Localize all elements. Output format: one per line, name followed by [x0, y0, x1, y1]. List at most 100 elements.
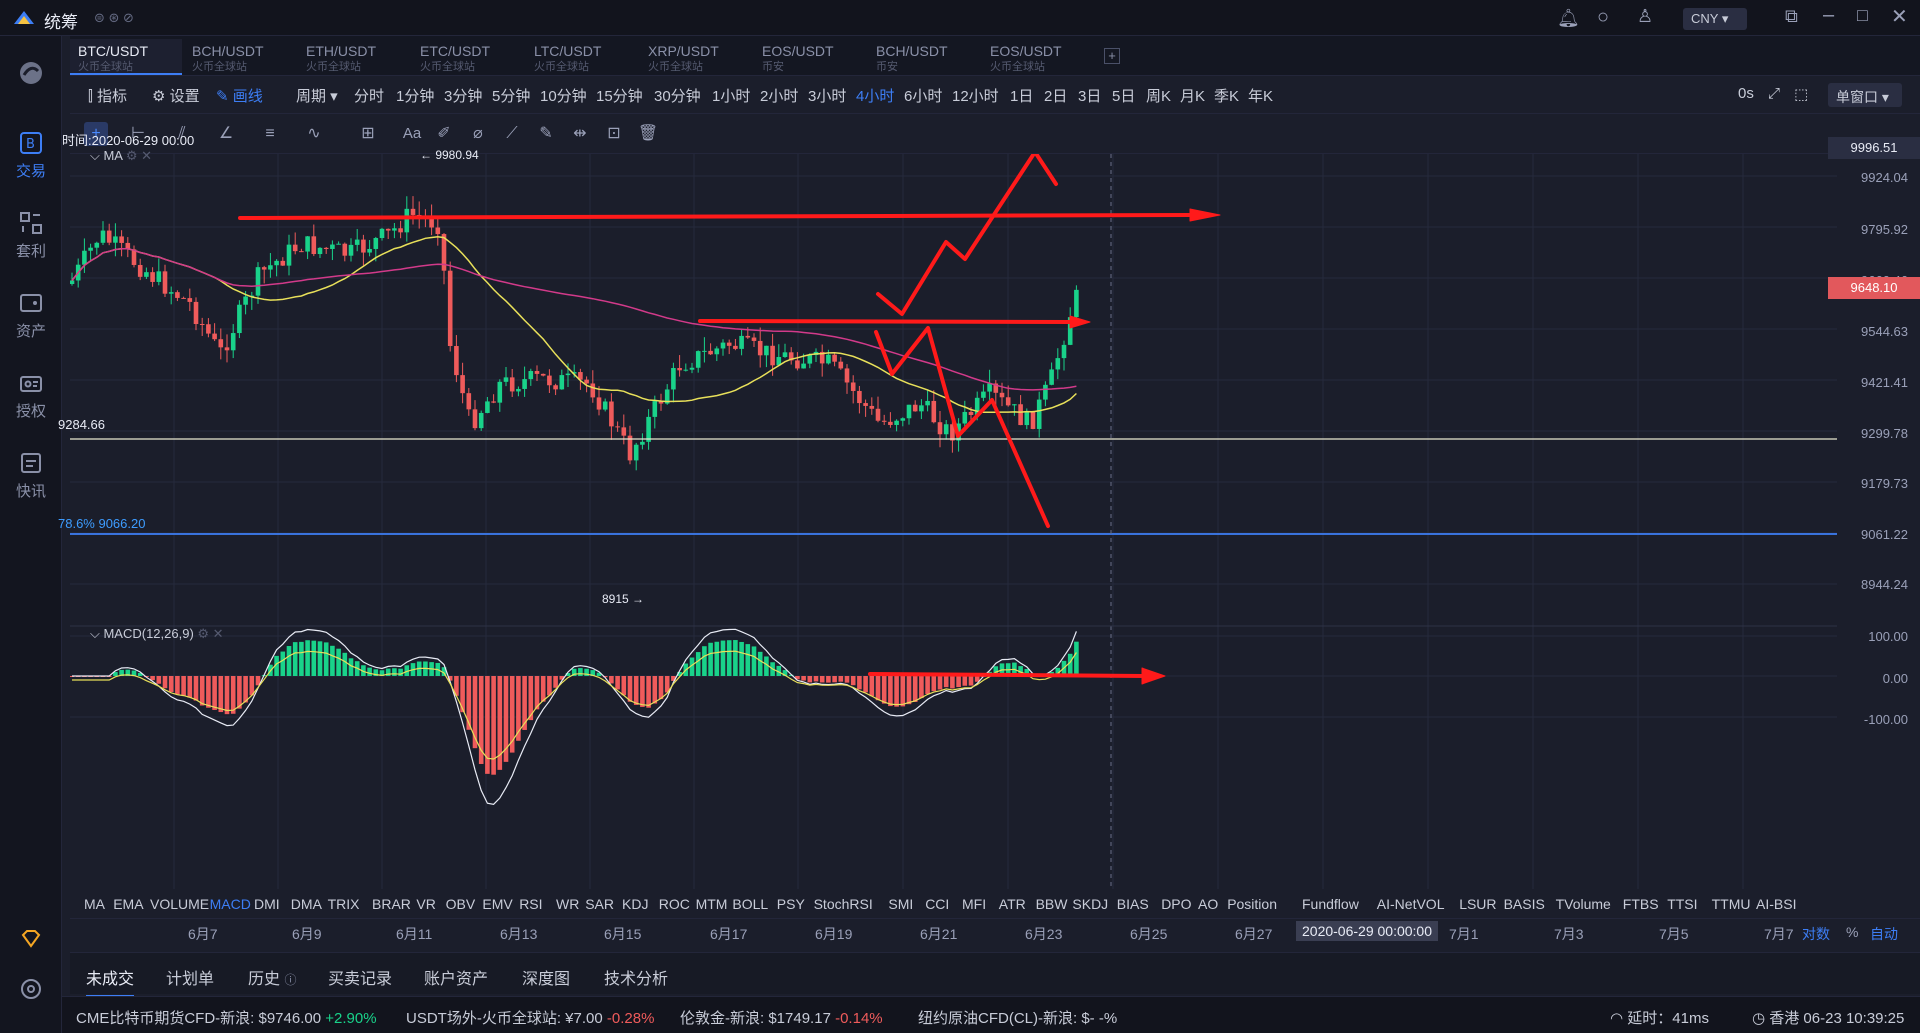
indicator-vr[interactable]: VR: [416, 896, 436, 912]
screenshot-icon[interactable]: ⬚: [1794, 86, 1809, 103]
period-item[interactable]: 15分钟: [596, 88, 643, 105]
tab-trade-records[interactable]: 买卖记录: [328, 971, 393, 988]
indicator-ema[interactable]: EMA: [113, 896, 144, 912]
indicator-obv[interactable]: OBV: [445, 896, 476, 912]
close-icon[interactable]: ✕: [1891, 6, 1908, 28]
period-item[interactable]: 6小时: [904, 88, 943, 105]
tab-etc-usdt[interactable]: ETC/USDT 火币全球站: [420, 43, 490, 73]
indicator-rsi[interactable]: RSI: [519, 896, 543, 912]
indicator-bias[interactable]: BIAS: [1116, 896, 1149, 912]
tab-account-assets[interactable]: 账户资产: [424, 971, 489, 988]
indicator-ttsi[interactable]: TTSI: [1667, 896, 1698, 912]
popout-icon[interactable]: ⧉: [1785, 6, 1798, 26]
crosshair-icon[interactable]: +: [84, 122, 108, 146]
indicator-smi[interactable]: SMI: [888, 896, 914, 912]
indicator-cci[interactable]: CCI: [925, 896, 950, 912]
tab-technical-analysis[interactable]: 技术分析: [604, 971, 669, 988]
indicator-ttmu[interactable]: TTMU: [1711, 896, 1751, 912]
indicator-brar[interactable]: BRAR: [372, 896, 411, 912]
period-item[interactable]: 2小时: [760, 88, 799, 105]
settings-gear-icon[interactable]: [18, 976, 44, 1002]
indicator-position[interactable]: Position: [1227, 896, 1277, 912]
ticker-cme-btc[interactable]: CME比特币期货CFD-新浪: $9746.00 +2.90%: [76, 1010, 377, 1027]
brush-icon[interactable]: ✐: [437, 125, 451, 142]
indicator-sar[interactable]: SAR: [585, 896, 614, 912]
period-item[interactable]: 月K: [1180, 88, 1206, 105]
indicator-atr[interactable]: ATR: [998, 896, 1026, 912]
tab-eth-usdt[interactable]: ETH/USDT 火币全球站: [306, 43, 376, 73]
indicator-stochrsi[interactable]: StochRSI: [813, 896, 873, 912]
period-item[interactable]: 2日: [1044, 88, 1068, 105]
minimize-icon[interactable]: –: [1823, 4, 1835, 26]
period-item[interactable]: 分时: [354, 88, 385, 105]
indicator-trix[interactable]: TRIX: [327, 896, 360, 912]
tab-history[interactable]: 历史 ⓘ: [248, 971, 297, 988]
tab-btc-usdt[interactable]: BTC/USDT 火币全球站: [70, 39, 182, 75]
indicator-boll[interactable]: BOLL: [732, 896, 769, 912]
indicator-tvolume[interactable]: TVolume: [1555, 896, 1611, 912]
indicator-wr[interactable]: WR: [556, 896, 580, 912]
period-item[interactable]: 3小时: [808, 88, 847, 105]
tab-depth-chart[interactable]: 深度图: [522, 971, 571, 988]
magnet-icon[interactable]: ⌀: [473, 125, 483, 142]
period-item[interactable]: 周K: [1146, 88, 1172, 105]
add-tab-button[interactable]: +: [1104, 48, 1120, 64]
trend-line-icon[interactable]: ⫽: [178, 125, 186, 142]
period-item[interactable]: 10分钟: [540, 88, 587, 105]
indicator-basis[interactable]: BASIS: [1503, 896, 1545, 912]
indicator-dpo[interactable]: DPO: [1161, 896, 1192, 912]
candlestick-chart[interactable]: [69, 147, 1920, 889]
indicator-kdj[interactable]: KDJ: [622, 896, 649, 912]
sidebar-item-arbitrage[interactable]: 套利: [0, 196, 62, 266]
period-item[interactable]: 30分钟: [654, 88, 701, 105]
indicator-ftbs[interactable]: FTBS: [1622, 896, 1659, 912]
horizontal-line-icon[interactable]: ⊢: [131, 125, 145, 142]
sidebar-logo[interactable]: [0, 46, 62, 116]
indicator-button[interactable]: ⫿ 指标: [88, 88, 127, 105]
indicator-volume[interactable]: VOLUME: [150, 896, 210, 912]
tab-eos-usdt-binance[interactable]: EOS/USDT 币安: [762, 43, 834, 73]
indicator-dmi[interactable]: DMI: [254, 896, 280, 912]
indicator-dma[interactable]: DMA: [290, 896, 322, 912]
indicator-lsur[interactable]: LSUR: [1459, 896, 1497, 912]
tab-open-orders[interactable]: 未成交: [86, 965, 135, 997]
percent-scale-toggle[interactable]: %: [1846, 924, 1859, 940]
period-dropdown[interactable]: 周期 ▾: [296, 88, 338, 105]
indicator-mtm[interactable]: MTM: [695, 896, 728, 912]
period-item[interactable]: 1分钟: [396, 88, 435, 105]
channel-icon[interactable]: ≡: [265, 125, 275, 142]
angle-icon[interactable]: ∠: [218, 125, 234, 142]
period-item[interactable]: 5日: [1112, 88, 1136, 105]
ticker-nymex-crude[interactable]: 纽约原油CFD(CL)-新浪: $- -%: [918, 1010, 1118, 1027]
shirt-icon[interactable]: ♙: [1637, 6, 1654, 26]
trash-icon[interactable]: 🗑︎: [637, 125, 659, 142]
indicator-ao[interactable]: AO: [1198, 896, 1219, 912]
ticker-usdt-otc[interactable]: USDT场外-火币全球站: ¥7.00 -0.28%: [406, 1010, 655, 1027]
currency-select[interactable]: CNY ▾: [1683, 8, 1747, 30]
diamond-icon[interactable]: [18, 926, 44, 952]
indicator-skdj[interactable]: SKDJ: [1072, 896, 1109, 912]
indicator-emv[interactable]: EMV: [482, 896, 513, 912]
tab-xrp-usdt[interactable]: XRP/USDT 火币全球站: [648, 43, 719, 73]
indicator-fundflow[interactable]: Fundflow: [1302, 896, 1359, 912]
chart-area[interactable]: 时间:2020-06-29 00:00 ⌵ MA ⚙ ✕ ← 9980.94 8…: [58, 133, 1920, 889]
settings-button[interactable]: ⚙ 设置: [152, 88, 200, 105]
measure-icon[interactable]: ⇹: [573, 125, 587, 142]
eraser-icon[interactable]: ✎: [539, 125, 553, 142]
maximize-icon[interactable]: □: [1857, 5, 1868, 25]
ma-legend[interactable]: ⌵ MA ⚙ ✕: [90, 148, 153, 163]
indicator-psy[interactable]: PSY: [776, 896, 805, 912]
tab-eos-usdt[interactable]: EOS/USDT 火币全球站: [990, 43, 1062, 73]
fullscreen-icon[interactable]: ⤢: [1768, 85, 1781, 102]
search-icon[interactable]: ○: [1597, 6, 1610, 28]
draw-button[interactable]: ✎ 画线: [216, 88, 263, 105]
sidebar-item-authorize[interactable]: 授权: [0, 356, 62, 426]
period-item[interactable]: 3日: [1078, 88, 1102, 105]
pattern-icon[interactable]: ⊞: [361, 125, 375, 142]
indicator-ma[interactable]: MA: [84, 896, 105, 912]
auto-scale-toggle[interactable]: 自动: [1870, 926, 1898, 942]
period-item[interactable]: 1小时: [712, 88, 751, 105]
log-scale-toggle[interactable]: 对数: [1802, 926, 1830, 942]
bell-icon[interactable]: 🔔︎: [1557, 8, 1580, 28]
sidebar-item-assets[interactable]: 资产: [0, 276, 62, 346]
